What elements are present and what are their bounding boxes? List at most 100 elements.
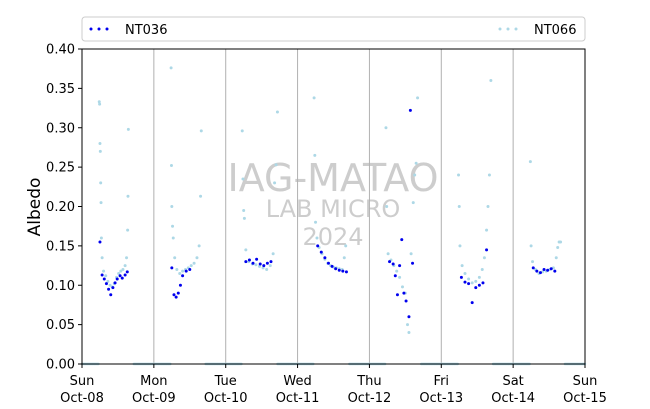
- point-nt066: [312, 96, 316, 100]
- x-tick-label-day: Tue: [214, 374, 237, 389]
- point-nt066: [413, 173, 417, 177]
- point-nt036: [391, 262, 395, 266]
- point-nt066: [126, 194, 130, 198]
- x-tick-label-date: Oct-15: [563, 391, 607, 406]
- y-tick-label: 0.05: [46, 318, 75, 333]
- x-tick-label-day: Sun: [573, 374, 598, 389]
- point-nt036: [404, 299, 408, 303]
- point-nt066: [104, 274, 108, 278]
- point-nt066: [480, 268, 484, 271]
- point-nt036: [170, 266, 174, 270]
- point-nt066: [313, 153, 317, 157]
- point-nt066: [528, 160, 532, 164]
- point-nt036: [477, 283, 481, 287]
- y-tick-label: 0.00: [46, 358, 75, 373]
- point-nt066: [102, 269, 106, 273]
- point-nt036: [411, 261, 415, 265]
- point-nt066: [123, 264, 127, 268]
- point-nt066: [559, 240, 563, 244]
- point-nt066: [477, 275, 481, 279]
- point-nt066: [268, 264, 272, 268]
- point-nt036: [402, 291, 406, 295]
- point-nt066: [240, 129, 244, 133]
- x-axis: Sun Oct-08 Mon Oct-09 Tue Oct-10 Wed Oct-11 Thu O…: [60, 364, 607, 406]
- x-tick-label-date: Oct-10: [204, 391, 248, 406]
- y-tick-label: 0.10: [46, 279, 75, 294]
- point-nt066: [344, 244, 348, 248]
- point-nt066: [170, 205, 174, 208]
- point-nt066: [98, 142, 102, 145]
- point-nt036: [393, 274, 397, 278]
- point-nt036: [255, 257, 259, 261]
- point-nt066: [171, 224, 175, 228]
- point-nt036: [344, 270, 348, 274]
- point-nt066: [556, 245, 560, 249]
- legend-marker-nt036: [89, 27, 109, 31]
- point-nt066: [416, 96, 420, 100]
- point-nt036: [535, 269, 539, 273]
- point-nt066: [470, 281, 474, 285]
- point-nt036: [326, 261, 330, 265]
- point-nt036: [400, 238, 404, 242]
- point-nt066: [409, 252, 413, 256]
- point-nt066: [119, 269, 123, 273]
- point-nt036: [247, 258, 251, 262]
- point-nt036: [120, 276, 124, 280]
- point-nt066: [175, 268, 179, 271]
- point-nt036: [174, 295, 178, 299]
- point-nt036: [265, 261, 269, 265]
- point-nt036: [467, 282, 471, 286]
- point-nt066: [489, 79, 493, 82]
- point-nt036: [481, 281, 485, 285]
- point-nt066: [457, 205, 461, 208]
- point-nt066: [171, 236, 175, 240]
- point-nt036: [118, 274, 122, 278]
- point-nt066: [97, 100, 101, 104]
- point-nt066: [275, 110, 279, 114]
- point-nt066: [108, 283, 112, 287]
- point-nt066: [467, 277, 471, 281]
- point-nt066: [178, 271, 182, 275]
- point-nt066: [529, 244, 533, 248]
- point-nt036: [470, 301, 474, 305]
- legend: NT036 NT066: [81, 16, 586, 42]
- legend-label-nt036: NT036: [125, 23, 167, 38]
- point-nt066: [407, 331, 411, 334]
- point-nt036: [244, 260, 248, 264]
- watermark-line-1: IAG-MATAO: [227, 156, 438, 200]
- y-tick-label: 0.15: [46, 239, 75, 254]
- point-nt066: [99, 236, 103, 240]
- point-nt066: [254, 263, 258, 267]
- point-nt066: [199, 194, 203, 198]
- watermark: IAG-MATAO LAB MICRO 2024: [227, 156, 438, 251]
- point-nt066: [106, 279, 110, 283]
- series-nt036: [98, 108, 557, 319]
- point-nt066: [265, 268, 269, 271]
- x-tick-label-date: Oct-14: [491, 391, 535, 406]
- point-nt036: [123, 273, 127, 277]
- point-nt066: [189, 264, 193, 268]
- point-nt036: [100, 273, 104, 277]
- point-nt036: [549, 267, 553, 271]
- point-nt036: [546, 268, 550, 272]
- point-nt066: [98, 149, 102, 153]
- point-nt036: [113, 281, 117, 285]
- point-nt066: [99, 201, 103, 205]
- x-tick-label-day: Fri: [434, 374, 450, 389]
- point-nt036: [323, 256, 327, 260]
- point-nt036: [334, 267, 338, 271]
- point-nt066: [181, 269, 185, 273]
- point-nt036: [181, 274, 185, 278]
- point-nt066: [315, 236, 319, 240]
- point-nt066: [271, 252, 275, 256]
- point-nt066: [261, 266, 265, 270]
- point-nt066: [406, 323, 410, 327]
- point-nt066: [173, 256, 177, 260]
- point-nt036: [485, 248, 489, 252]
- point-nt066: [195, 256, 199, 260]
- point-nt036: [104, 282, 108, 286]
- point-nt036: [474, 286, 478, 290]
- point-nt036: [531, 266, 535, 270]
- point-nt036: [459, 275, 463, 279]
